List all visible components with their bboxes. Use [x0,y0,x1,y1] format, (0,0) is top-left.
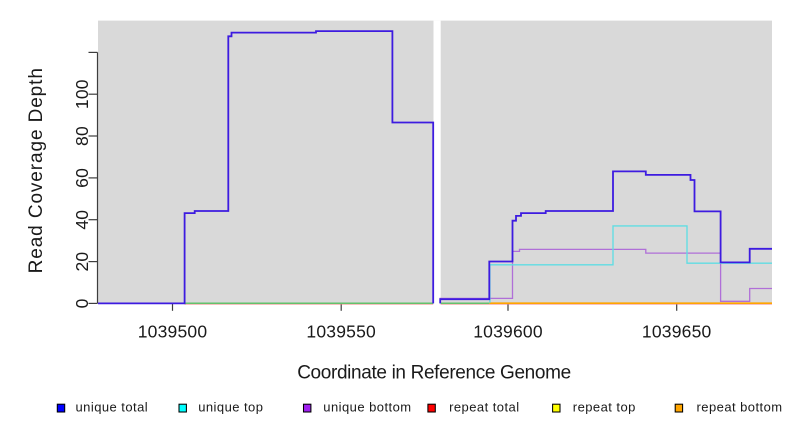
svg-text:repeat bottom: repeat bottom [697,400,783,415]
svg-text:unique bottom: unique bottom [323,400,411,415]
svg-text:1039550: 1039550 [306,322,376,342]
svg-text:Read Coverage Depth: Read Coverage Depth [26,67,47,273]
svg-text:1039500: 1039500 [138,322,208,342]
svg-text:80: 80 [72,126,92,146]
svg-text:20: 20 [72,252,92,272]
svg-text:repeat total: repeat total [449,400,519,415]
svg-text:40: 40 [72,210,92,230]
svg-text:100: 100 [72,79,92,109]
svg-text:0: 0 [72,298,92,308]
svg-text:1039650: 1039650 [642,322,712,342]
svg-text:Coordinate in Reference Genome: Coordinate in Reference Genome [297,363,571,384]
svg-text:1039600: 1039600 [473,322,543,342]
svg-text:unique total: unique total [76,400,149,415]
svg-text:60: 60 [72,168,92,188]
svg-text:unique top: unique top [198,400,263,415]
svg-text:repeat top: repeat top [573,400,636,415]
